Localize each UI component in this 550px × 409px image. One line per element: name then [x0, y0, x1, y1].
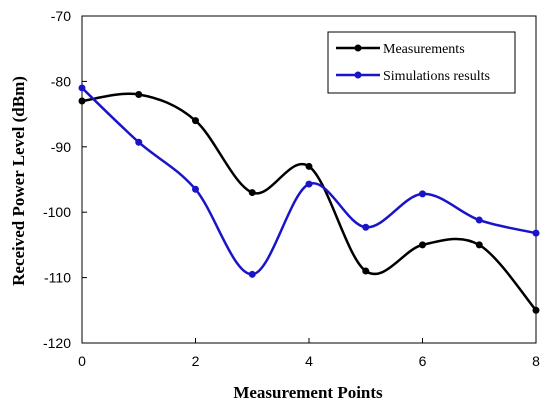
series-layer [78, 84, 540, 314]
y-tick-label: -80 [51, 73, 71, 89]
data-point-simulations-results [135, 138, 143, 146]
series-line-simulations-results [81, 87, 537, 276]
legend-marker-measurements [354, 44, 362, 52]
data-point-measurements [305, 162, 313, 170]
data-point-simulations-results [475, 216, 483, 224]
legend-marker-simulations [354, 71, 362, 79]
x-axis: 0 2 4 6 8 [78, 338, 540, 369]
data-point-measurements [475, 241, 483, 249]
data-point-measurements [192, 117, 199, 125]
legend-label-measurements: Measurements [383, 42, 465, 57]
data-point-simulations-results [78, 84, 86, 92]
data-point-measurements [532, 306, 540, 314]
x-tick-label: 0 [78, 353, 86, 369]
data-point-simulations-results [419, 190, 426, 198]
y-tick-label: -120 [43, 335, 71, 351]
legend-label-simulations: Simulations results [383, 69, 490, 84]
y-axis-title: Received Power Level (dBm) [9, 76, 28, 286]
data-point-measurements [362, 267, 370, 275]
data-point-measurements [135, 90, 143, 98]
y-tick-label: -90 [51, 139, 71, 155]
data-point-measurements [248, 189, 256, 197]
x-tick-label: 6 [419, 353, 427, 369]
y-tick-label: -100 [43, 204, 71, 220]
data-point-simulations-results [248, 270, 256, 278]
y-tick-label: -70 [51, 8, 71, 24]
data-point-simulations-results [532, 229, 540, 237]
data-point-simulations-results [362, 223, 370, 231]
data-point-simulations-results [305, 180, 313, 188]
x-tick-label: 2 [192, 353, 200, 369]
data-point-simulations-results [192, 185, 199, 193]
y-axis: -70 -80 -90 -100 -110 -120 [43, 8, 87, 351]
data-point-measurements [78, 97, 86, 105]
x-axis-title: Measurement Points [233, 383, 383, 402]
series-line-measurements [81, 92, 537, 312]
data-point-measurements [419, 241, 426, 249]
legend: Measurements Simulations results [327, 31, 516, 94]
x-tick-label: 4 [305, 353, 313, 369]
y-tick-label: -110 [44, 270, 71, 286]
legend-box [327, 31, 516, 94]
x-tick-label: 8 [532, 353, 540, 369]
